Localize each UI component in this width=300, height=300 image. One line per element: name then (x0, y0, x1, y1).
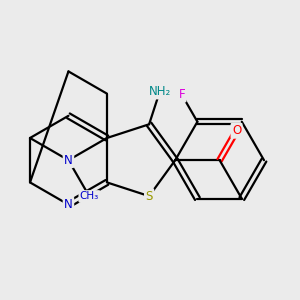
Text: F: F (178, 88, 185, 101)
Text: N: N (64, 198, 73, 211)
Text: CH₃: CH₃ (80, 191, 99, 201)
Text: O: O (232, 124, 241, 137)
Text: S: S (146, 190, 153, 202)
Text: N: N (64, 154, 73, 167)
Text: NH₂: NH₂ (148, 85, 171, 98)
